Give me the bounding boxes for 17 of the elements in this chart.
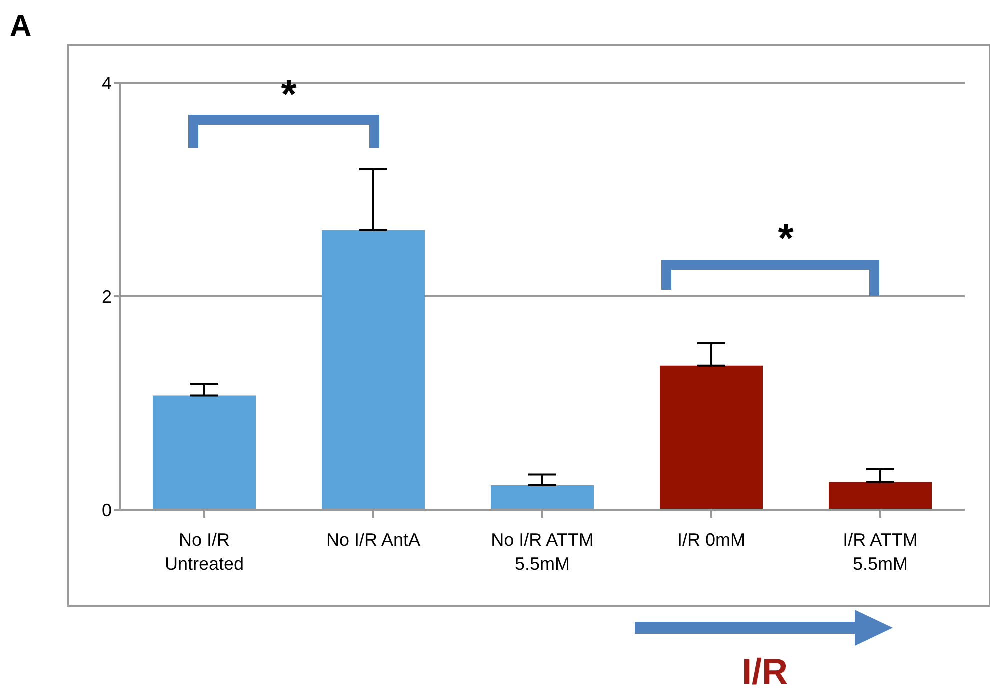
text: I/R: [742, 651, 788, 692]
text: A: [10, 10, 32, 43]
x-tick-label: No I/R AntA: [326, 530, 421, 550]
y-tick-label: 2: [102, 286, 112, 307]
y-tick-label: 4: [102, 73, 112, 94]
bar: [491, 485, 594, 510]
annotation: *: [281, 73, 298, 117]
x-tick-label: I/R ATTM 5.5mM: [843, 530, 918, 574]
x-tick-label: No I/R ATTM 5.5mM: [491, 530, 594, 574]
bar: [322, 230, 425, 510]
annotation: *: [778, 217, 794, 261]
x-tick-label: I/R 0mM: [677, 530, 746, 550]
y-tick-label: 0: [102, 500, 112, 520]
bar: [829, 482, 932, 510]
x-tick-label: No I/R Untreated: [164, 530, 244, 574]
bar: [153, 396, 256, 510]
bar: [660, 366, 763, 510]
